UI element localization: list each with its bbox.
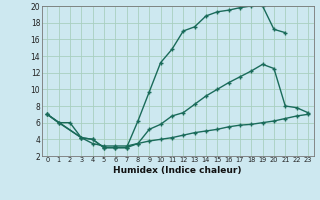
X-axis label: Humidex (Indice chaleur): Humidex (Indice chaleur) (113, 166, 242, 175)
